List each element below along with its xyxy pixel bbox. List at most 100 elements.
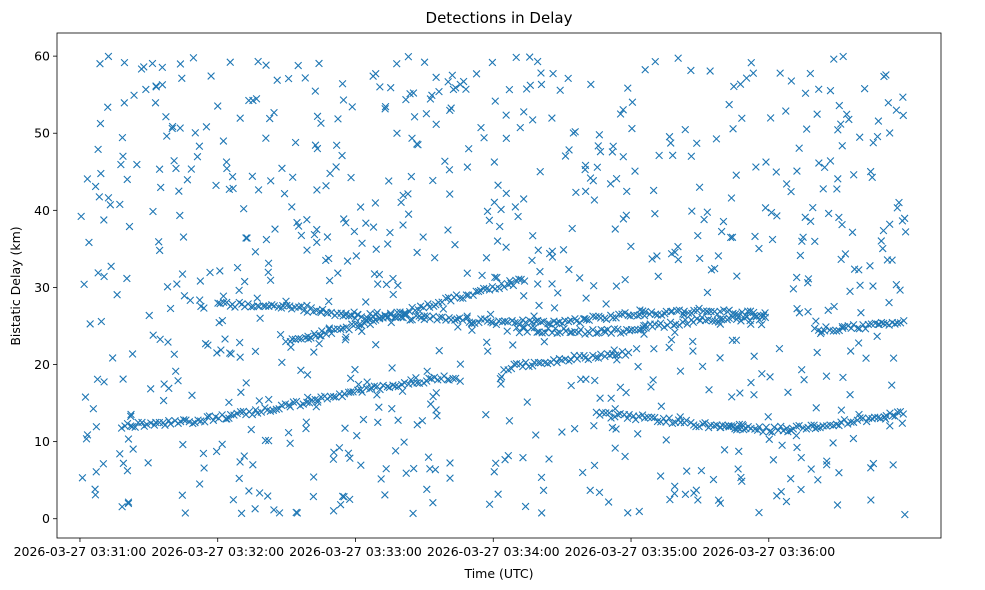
data-point — [176, 211, 184, 220]
y-tick-label: 30 — [34, 280, 50, 295]
data-point — [311, 87, 320, 95]
data-point — [830, 302, 838, 311]
data-point — [399, 221, 407, 229]
data-point — [456, 360, 465, 368]
data-point — [694, 231, 702, 240]
data-point — [445, 190, 454, 198]
data-point — [385, 383, 394, 392]
data-point — [212, 181, 220, 190]
data-point — [116, 200, 124, 209]
data-point — [467, 319, 476, 327]
data-point — [793, 443, 801, 452]
data-point — [195, 142, 204, 150]
data-point — [334, 269, 342, 277]
data-point — [716, 315, 725, 323]
data-point — [491, 97, 500, 105]
data-point — [407, 376, 415, 384]
data-point — [264, 436, 273, 445]
data-point — [248, 410, 257, 419]
x-tick-label: 2026-03-27 03:36:00 — [702, 544, 835, 559]
data-point — [313, 186, 321, 194]
data-point — [191, 129, 200, 137]
data-point — [782, 497, 791, 506]
data-point — [422, 109, 431, 118]
data-point — [247, 425, 256, 434]
data-point — [188, 391, 196, 400]
data-point — [572, 188, 580, 197]
data-point — [376, 313, 384, 322]
data-point — [249, 461, 257, 469]
data-point — [372, 245, 381, 253]
y-tick-label: 0 — [42, 511, 50, 526]
data-point — [853, 324, 862, 332]
data-point — [573, 355, 582, 363]
data-point — [797, 365, 806, 374]
data-point — [531, 431, 540, 439]
data-point — [641, 307, 650, 316]
data-point — [166, 304, 175, 313]
data-point — [412, 311, 420, 320]
data-point — [870, 413, 879, 422]
data-point — [332, 163, 340, 171]
data-point — [595, 488, 604, 497]
data-point — [695, 304, 703, 313]
data-point — [537, 318, 546, 326]
data-point — [347, 173, 355, 182]
data-point — [537, 473, 546, 482]
data-point — [558, 428, 566, 436]
data-point — [406, 89, 414, 98]
data-point — [451, 316, 459, 324]
data-point — [534, 358, 543, 367]
data-point — [447, 104, 455, 112]
data-point — [747, 378, 755, 387]
data-point — [251, 247, 260, 256]
data-point — [750, 352, 758, 360]
data-point — [533, 57, 542, 66]
data-point — [497, 372, 506, 381]
data-point — [901, 510, 909, 519]
data-point — [570, 424, 579, 433]
data-point — [514, 212, 522, 221]
data-point — [369, 223, 378, 231]
data-point — [807, 421, 815, 430]
data-point — [848, 228, 857, 237]
data-point — [297, 231, 306, 240]
data-point — [187, 165, 196, 173]
data-point — [394, 281, 402, 290]
data-point — [357, 313, 366, 321]
data-point — [737, 473, 745, 482]
data-point — [313, 112, 322, 121]
data-point — [728, 313, 737, 321]
data-point — [549, 69, 557, 78]
data-point — [786, 474, 795, 483]
data-point — [359, 415, 368, 424]
data-point — [837, 418, 845, 426]
data-point — [388, 364, 396, 372]
data-point — [242, 379, 251, 387]
data-point — [237, 509, 246, 518]
data-point — [249, 96, 257, 105]
data-point — [849, 171, 858, 179]
data-point — [604, 498, 613, 506]
data-point — [350, 227, 359, 236]
data-point — [251, 347, 260, 356]
data-point — [341, 424, 349, 432]
data-point — [527, 324, 536, 332]
data-point — [356, 203, 365, 211]
data-point — [266, 276, 275, 285]
data-point — [255, 489, 264, 497]
data-point — [312, 402, 321, 411]
data-point — [123, 175, 132, 184]
data-point — [462, 291, 471, 299]
data-point — [822, 372, 831, 380]
data-point — [628, 124, 636, 133]
data-point — [653, 417, 662, 426]
data-point — [219, 292, 228, 300]
data-point — [755, 423, 764, 431]
data-point — [855, 133, 864, 142]
data-point — [144, 459, 152, 467]
data-point — [707, 307, 715, 316]
data-point — [351, 365, 359, 374]
data-point — [619, 215, 628, 223]
data-point — [687, 66, 695, 75]
